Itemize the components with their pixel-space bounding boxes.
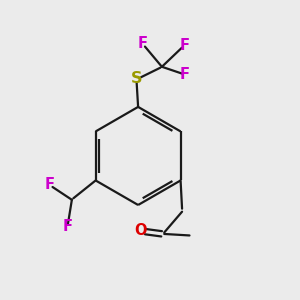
Text: F: F: [45, 177, 55, 192]
Text: O: O: [134, 224, 147, 238]
Text: S: S: [131, 71, 142, 86]
Text: F: F: [138, 36, 148, 51]
Text: F: F: [62, 219, 72, 234]
Text: F: F: [179, 38, 189, 53]
Text: F: F: [180, 67, 190, 82]
